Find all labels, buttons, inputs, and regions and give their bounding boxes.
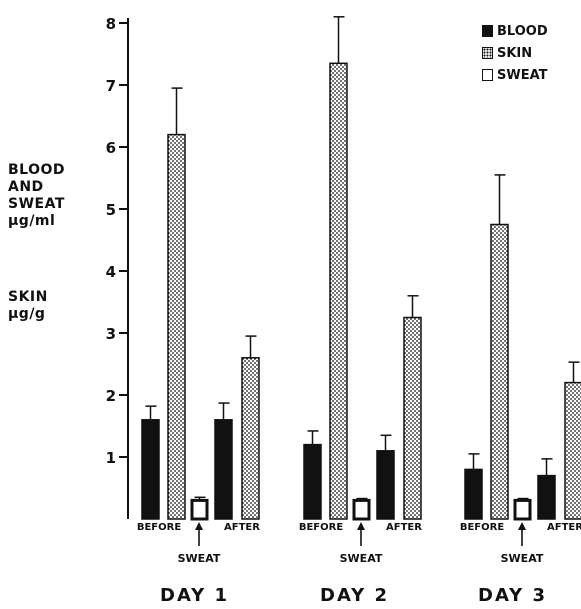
- y-axis-ticks: 1 2 3 4 5 6 7 8: [106, 15, 128, 467]
- day-label-2: DAY 2: [320, 585, 389, 606]
- y-tick-label: 4: [106, 263, 116, 281]
- bar-skin-after: [564, 381, 581, 520]
- bar-blood-after: [376, 450, 395, 520]
- legend-swatch-skin: [482, 47, 493, 59]
- y-label-line: AND: [8, 179, 44, 195]
- y-axis-label-skin: SKIN µg/g: [8, 289, 48, 323]
- legend-label-blood: BLOOD: [497, 23, 548, 39]
- bar-blood-before: [141, 419, 160, 520]
- legend-item-skin: SKIN: [482, 44, 532, 62]
- sweat-arrow-head: [195, 522, 203, 530]
- label-before: BEFORE: [137, 522, 181, 533]
- bar-skin-after: [403, 316, 422, 520]
- y-tick-label: 2: [106, 387, 116, 405]
- sweat-arrow-head: [518, 522, 526, 530]
- sweat-arrow-head: [357, 522, 365, 530]
- y-label-line: SKIN: [8, 289, 48, 305]
- legend-swatch-sweat: [482, 69, 493, 81]
- legend-item-sweat: SWEAT: [482, 66, 548, 84]
- bar-skin-after: [241, 357, 260, 520]
- bar-blood-after: [214, 419, 233, 520]
- y-tick-label: 1: [106, 449, 116, 467]
- bar-skin-before: [329, 62, 348, 520]
- y-tick-label: 6: [106, 139, 116, 157]
- legend-item-blood: BLOOD: [482, 22, 548, 40]
- label-sweat: SWEAT: [340, 552, 383, 565]
- y-label-line: BLOOD: [8, 162, 66, 178]
- bar-blood-after: [537, 474, 556, 520]
- label-before: BEFORE: [299, 522, 343, 533]
- label-sweat: SWEAT: [501, 552, 544, 565]
- y-tick-label: 7: [106, 77, 116, 95]
- label-before: BEFORE: [460, 522, 504, 533]
- y-label-line: SWEAT: [8, 196, 65, 212]
- day-label-1: DAY 1: [160, 585, 229, 606]
- group-labels: BEFORE AFTER SWEAT BEFORE AFTER SWEAT BEFORE AF…: [137, 522, 581, 565]
- legend-label-skin: SKIN: [497, 45, 533, 61]
- legend-swatch-blood: [482, 25, 493, 37]
- label-sweat: SWEAT: [178, 552, 221, 565]
- label-after: AFTER: [386, 522, 422, 533]
- bars-group: [141, 16, 581, 521]
- y-tick-label: 5: [106, 201, 116, 219]
- bar-blood-before: [464, 468, 483, 520]
- legend-label-sweat: SWEAT: [497, 67, 548, 83]
- y-tick-label: 3: [106, 325, 116, 343]
- bar-sweat-sweat: [352, 498, 371, 521]
- y-axis-label-blood-sweat: BLOOD AND SWEAT µg/ml: [8, 162, 65, 230]
- y-tick-label: 8: [106, 15, 116, 33]
- y-label-line: µg/ml: [8, 213, 56, 229]
- bar-skin-before: [490, 223, 509, 520]
- label-after: AFTER: [547, 522, 581, 533]
- bar-sweat-sweat: [190, 498, 209, 521]
- bar-skin-before: [167, 133, 186, 520]
- y-label-line: µg/g: [8, 306, 46, 322]
- bar-blood-before: [303, 443, 322, 520]
- bar-sweat-sweat: [513, 498, 532, 521]
- day-label-3: DAY 3: [478, 585, 547, 606]
- label-after: AFTER: [224, 522, 260, 533]
